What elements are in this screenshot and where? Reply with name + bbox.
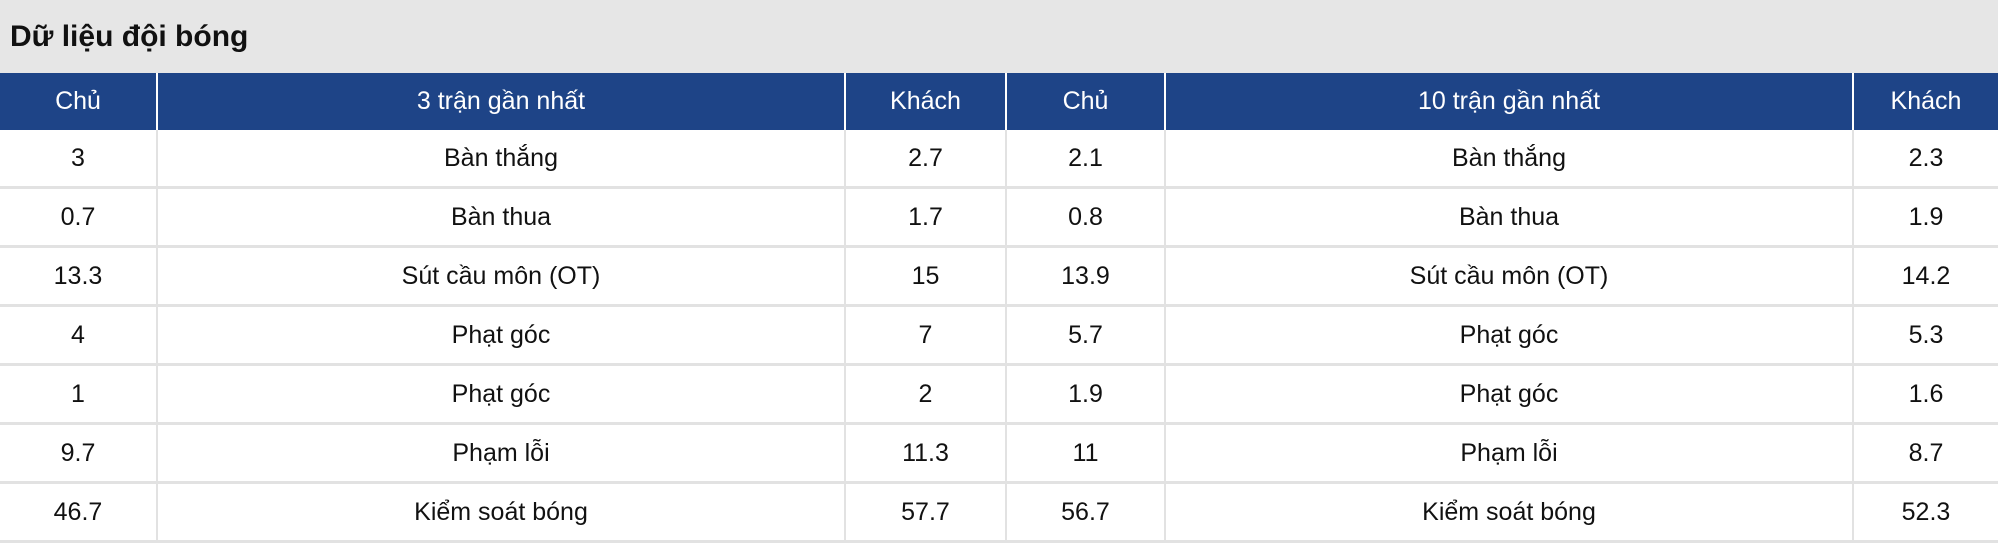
table-header-row: Chủ 3 trận gần nhất Khách Chủ 10 trận gầ… [0,73,1998,130]
cell-stat-label-3: Phạt góc [156,364,845,425]
cell-stat-label-3: Bàn thắng [156,130,845,189]
cell-home-10: 56.7 [1005,482,1165,543]
cell-away-10: 2.3 [1852,130,1998,189]
cell-home-3: 0.7 [0,187,157,248]
cell-stat-label-3: Phạt góc [156,305,845,366]
cell-stat-label-3: Kiểm soát bóng [156,482,845,543]
cell-home-10: 2.1 [1005,130,1165,189]
cell-away-3: 1.7 [844,187,1006,248]
table-row: 46.7 Kiểm soát bóng 57.7 56.7 Kiểm soát bóng… [0,482,1998,543]
cell-stat-label-3: Phạm lỗi [156,423,845,484]
table-row: 0.7 Bàn thua 1.7 0.8 Bàn thua 1.9 [0,187,1998,248]
header-home-3: Chủ [0,73,157,130]
cell-home-3: 9.7 [0,423,157,484]
cell-away-10: 5.3 [1852,305,1998,366]
cell-away-10: 52.3 [1852,482,1998,543]
cell-stat-label-10: Sút cầu môn (OT) [1164,246,1853,307]
header-away-10: Khách [1852,73,1998,130]
cell-away-3: 2.7 [844,130,1006,189]
section-title: Dữ liệu đội bóng [10,19,249,53]
cell-away-3: 11.3 [844,423,1006,484]
table-row: 4 Phạt góc 7 5.7 Phạt góc 5.3 [0,305,1998,366]
cell-home-3: 1 [0,364,157,425]
cell-home-10: 5.7 [1005,305,1165,366]
table-row: 1 Phạt góc 2 1.9 Phạt góc 1.6 [0,364,1998,425]
cell-away-10: 1.6 [1852,364,1998,425]
cell-away-3: 15 [844,246,1006,307]
cell-away-10: 14.2 [1852,246,1998,307]
cell-stat-label-10: Bàn thua [1164,187,1853,248]
table-row: 9.7 Phạm lỗi 11.3 11 Phạm lỗi 8.7 [0,423,1998,484]
cell-away-3: 2 [844,364,1006,425]
cell-home-3: 3 [0,130,157,189]
section-header: Dữ liệu đội bóng [0,0,1998,73]
cell-home-10: 1.9 [1005,364,1165,425]
cell-stat-label-10: Phạt góc [1164,364,1853,425]
cell-away-10: 8.7 [1852,423,1998,484]
header-last-10: 10 trận gần nhất [1164,73,1853,130]
cell-away-3: 7 [844,305,1006,366]
cell-home-10: 11 [1005,423,1165,484]
header-home-10: Chủ [1005,73,1165,130]
cell-stat-label-10: Phạm lỗi [1164,423,1853,484]
cell-home-10: 0.8 [1005,187,1165,248]
cell-stat-label-10: Bàn thắng [1164,130,1853,189]
header-away-3: Khách [844,73,1006,130]
cell-away-10: 1.9 [1852,187,1998,248]
cell-home-3: 46.7 [0,482,157,543]
cell-away-3: 57.7 [844,482,1006,543]
cell-stat-label-3: Bàn thua [156,187,845,248]
cell-home-10: 13.9 [1005,246,1165,307]
table-row: 3 Bàn thắng 2.7 2.1 Bàn thắng 2.3 [0,130,1998,189]
header-last-3: 3 trận gần nhất [156,73,845,130]
cell-stat-label-3: Sút cầu môn (OT) [156,246,845,307]
team-stats-table: Chủ 3 trận gần nhất Khách Chủ 10 trận gầ… [0,73,1998,543]
cell-home-3: 4 [0,305,157,366]
cell-stat-label-10: Kiểm soát bóng [1164,482,1853,543]
cell-home-3: 13.3 [0,246,157,307]
cell-stat-label-10: Phạt góc [1164,305,1853,366]
table-row: 13.3 Sút cầu môn (OT) 15 13.9 Sút cầu môn (O… [0,246,1998,307]
